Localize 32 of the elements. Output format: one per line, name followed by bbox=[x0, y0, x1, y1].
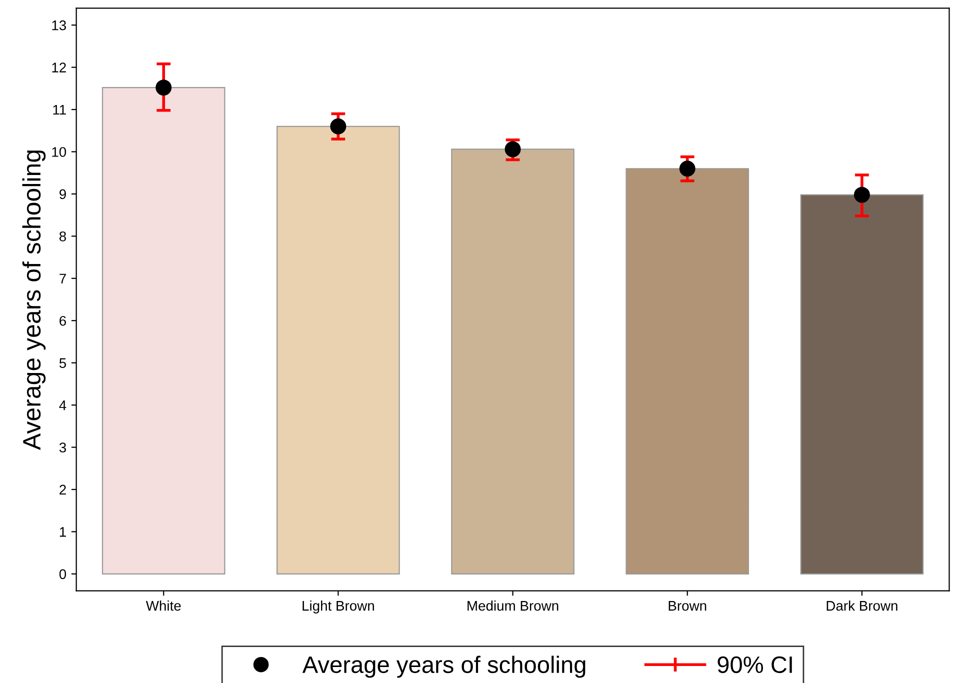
x-tick-label: White bbox=[146, 600, 181, 611]
y-tick-label: 11 bbox=[53, 104, 66, 115]
text: 90% CI bbox=[718, 656, 792, 674]
y-axis-title: Average years of schooling bbox=[22, 150, 46, 450]
y-tick-label: 3 bbox=[59, 442, 66, 452]
point bbox=[156, 80, 172, 96]
x-tick-label: Brown bbox=[668, 601, 706, 611]
y-tick-label: 4 bbox=[59, 400, 66, 410]
y-tick-label: 9 bbox=[60, 189, 66, 200]
y-tick-label: 6 bbox=[60, 316, 66, 326]
x-tick-label: Medium Brown bbox=[468, 600, 558, 611]
y-tick-label: 5 bbox=[59, 358, 66, 368]
x-tick-label: Dark Brown bbox=[826, 600, 898, 611]
y-tick-label: 2 bbox=[60, 484, 66, 495]
bar bbox=[451, 148, 574, 574]
bar bbox=[626, 168, 750, 574]
x-tick-label: Light Brown bbox=[302, 600, 374, 614]
legend-label: Average years of schooling bbox=[302, 656, 586, 678]
bar bbox=[276, 126, 400, 574]
y-tick-label: 10 bbox=[52, 147, 66, 157]
y-tick-label: 8 bbox=[59, 232, 66, 242]
y-tick-label: 12 bbox=[52, 62, 66, 72]
point bbox=[854, 186, 870, 203]
y-tick-label: 13 bbox=[52, 20, 66, 30]
y-tick-label: 0 bbox=[59, 569, 66, 580]
y-tick-label: 1 bbox=[60, 527, 66, 537]
bar bbox=[800, 194, 924, 574]
y-tick-label: 7 bbox=[60, 274, 66, 284]
bar bbox=[102, 87, 226, 574]
point bbox=[330, 118, 346, 134]
point bbox=[504, 141, 521, 158]
point bbox=[679, 160, 696, 177]
